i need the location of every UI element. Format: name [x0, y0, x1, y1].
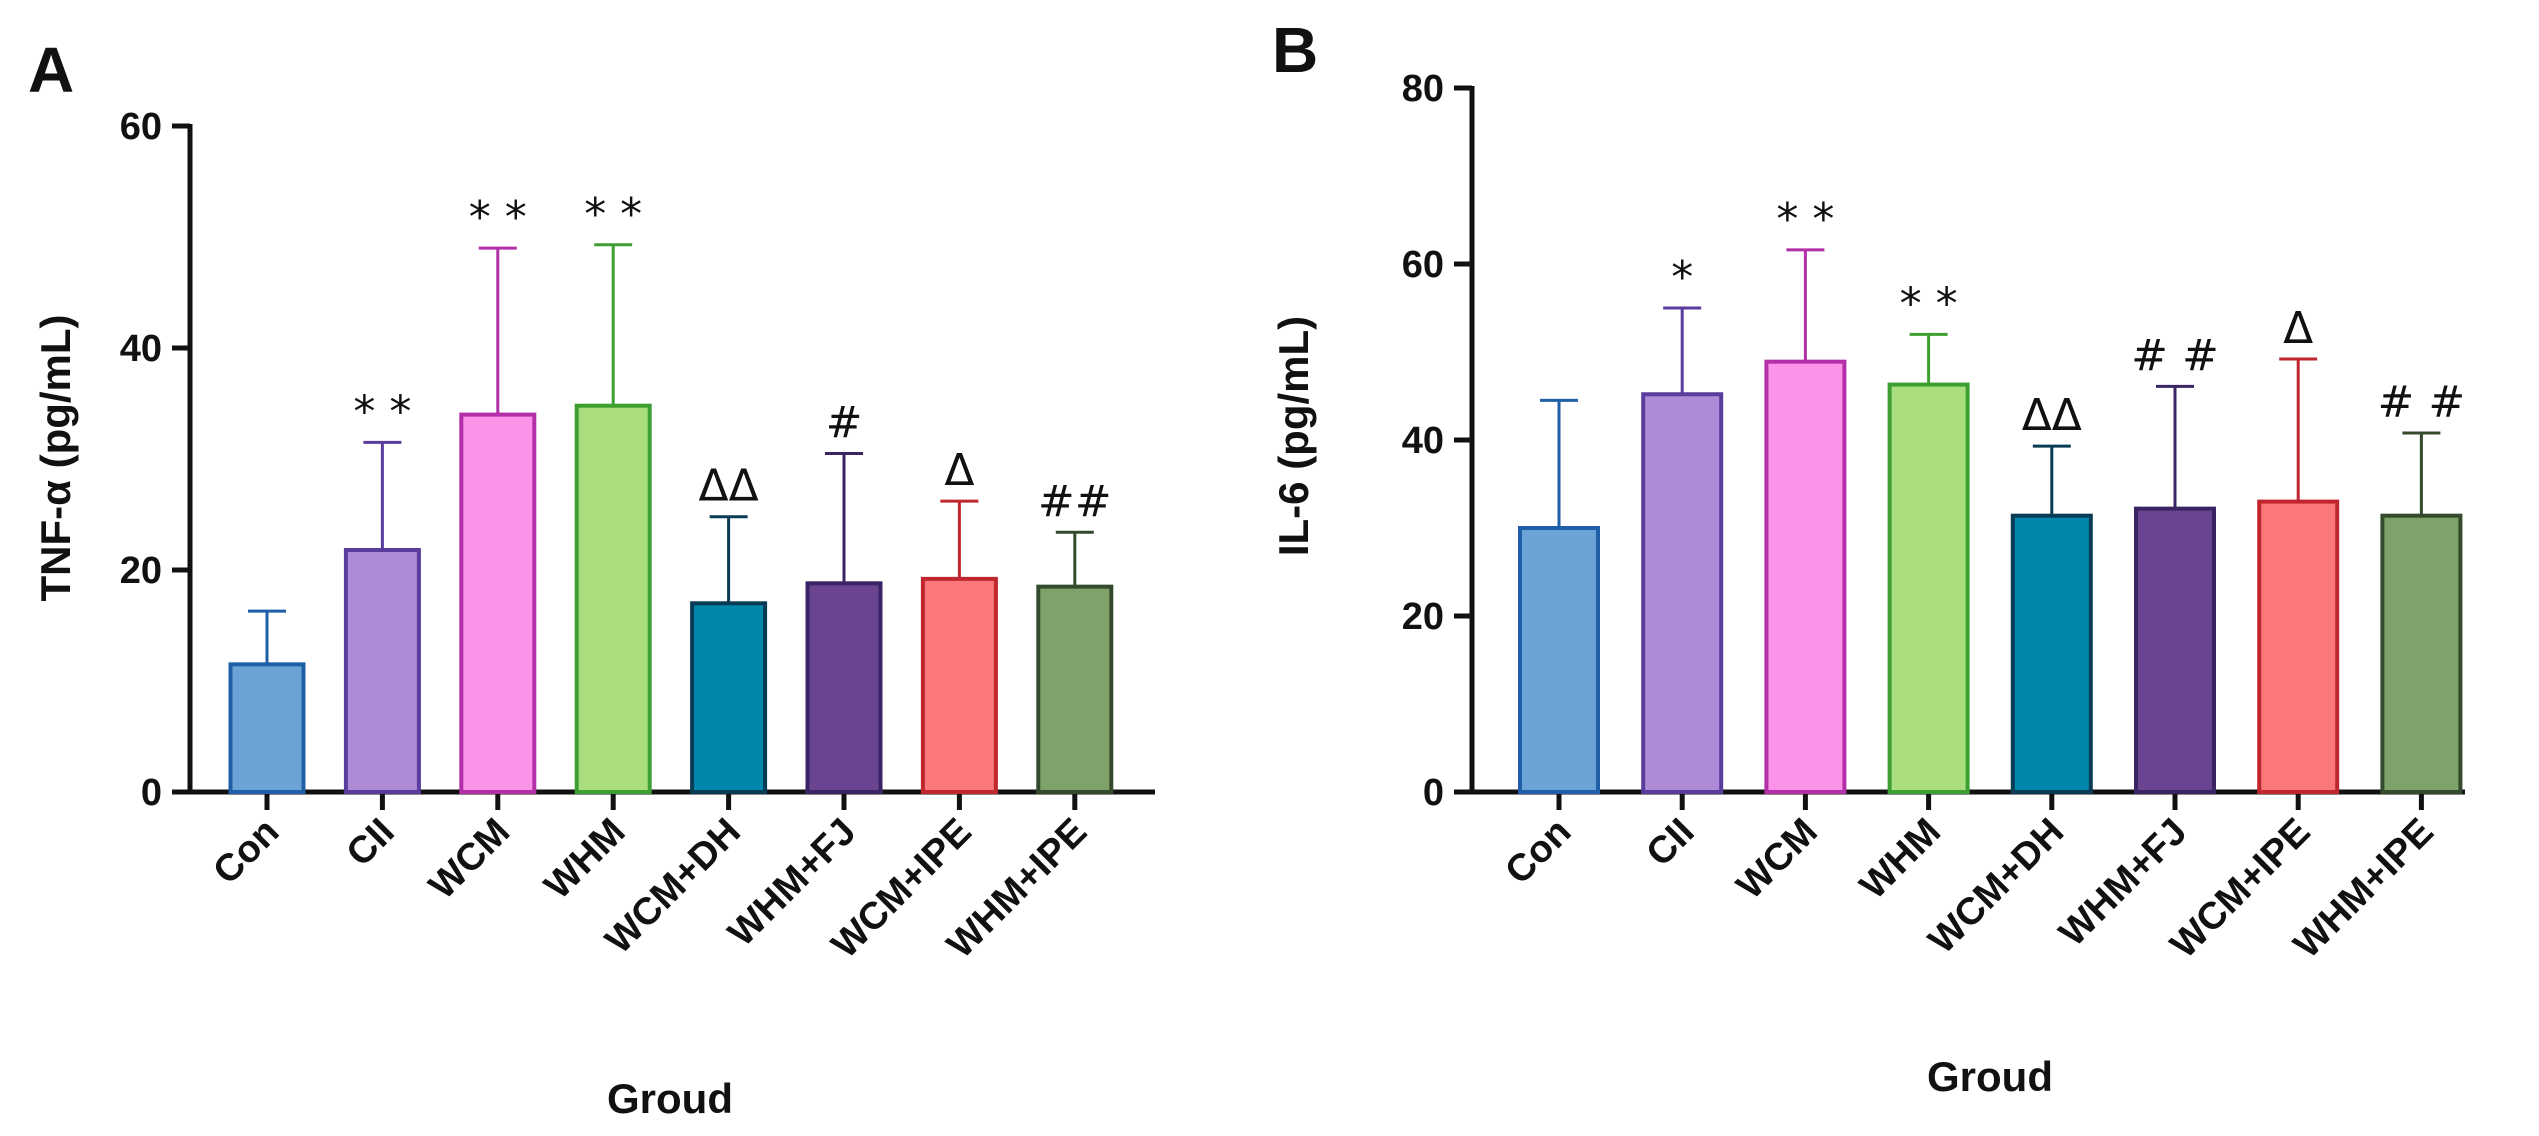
- panel-a-y-tick-label: 60: [120, 106, 162, 148]
- panel-a-bar-wcm-dh: [690, 601, 768, 794]
- panel-a-significance-label: * *: [353, 386, 411, 437]
- panel-b-y-axis-title: IL-6 (pg/mL): [1270, 316, 1317, 556]
- panel-a-bars: [228, 243, 1114, 795]
- panel-a-significance-label: ΔΔ: [698, 461, 758, 512]
- panel-b-y-tick-label: 0: [1423, 772, 1444, 814]
- panel-b-significance-label: Δ: [2283, 303, 2313, 354]
- panel-b-significance-label: # #: [2378, 377, 2466, 428]
- panel-b-y-tick-label: 40: [1402, 420, 1444, 462]
- panel-a-category-label: WCM: [421, 811, 518, 908]
- panel-b-bars: [1518, 248, 2463, 794]
- panel-a-significance-label: #: [826, 397, 863, 448]
- panel-b-y-tick-label: 60: [1402, 244, 1444, 286]
- panel-b-category-label: WCM: [1729, 811, 1826, 908]
- panel-b-bar-wcm-dh: [2010, 513, 2093, 794]
- panel-b-bar-cii: [1641, 392, 1724, 794]
- panel-a-y-tick-label: 0: [141, 772, 162, 814]
- panel-b-bar-whm-fj: [2134, 506, 2216, 794]
- panel-a-category-label: Con: [205, 811, 287, 893]
- panel-a-y-tick-label: 40: [120, 328, 162, 370]
- panel-a-y-axis-title: TNF-α (pg/mL): [32, 314, 79, 601]
- panel-a-bar-whm-ipe: [1036, 584, 1114, 795]
- panel-a-letter: A: [28, 34, 74, 106]
- panel-b-y-tick-label: 80: [1402, 68, 1444, 110]
- panel-a-bar-con: [228, 662, 306, 794]
- panel-a-x-axis-title: Groud: [607, 1075, 733, 1122]
- panel-b-letter: B: [1272, 14, 1318, 86]
- panel-b-bar-wcm: [1764, 359, 1847, 794]
- panel-b: B 0 20 40 60 80 Con * CII * * WCM * * WHM ΔΔ WCM+DH #…: [1270, 14, 2465, 1100]
- panel-a-category-label: CII: [339, 811, 403, 875]
- panel-a-significance-label: ##: [1038, 476, 1112, 527]
- panel-b-x-axis-title: Groud: [1927, 1053, 2053, 1100]
- panel-a-bar-whm-fj: [805, 581, 883, 794]
- panel-a-y-tick-label: 20: [120, 550, 162, 592]
- panel-b-significance-label: * *: [1776, 194, 1834, 245]
- panel-a-bar-wcm-ipe: [920, 576, 998, 794]
- panel-b-significance-label: # #: [2131, 330, 2219, 381]
- panel-a-significance-label: Δ: [944, 445, 974, 496]
- panel-b-bar-whm: [1887, 382, 1970, 794]
- panel-b-category-label: WHM: [1852, 811, 1949, 908]
- panel-a-bar-cii: [343, 548, 421, 795]
- panel-a-significance-label: * *: [469, 192, 527, 243]
- panel-a-significance-label: * *: [584, 189, 642, 240]
- panel-b-category-label: Con: [1497, 811, 1579, 893]
- panel-b-significance-label: * *: [1900, 278, 1958, 329]
- panel-a-bar-whm: [574, 403, 652, 794]
- panel-b-bar-con: [1518, 526, 1600, 794]
- panel-b-category-label: CII: [1639, 811, 1703, 875]
- panel-b-category-label: WCM+DH: [1921, 811, 2072, 962]
- panel-b-bar-whm-ipe: [2380, 513, 2463, 794]
- panel-b-bar-wcm-ipe: [2257, 499, 2340, 794]
- panel-a-category-label: WHM: [537, 811, 634, 908]
- panel-b-significance-label: *: [1671, 252, 1693, 303]
- panel-a-bar-wcm: [459, 412, 537, 794]
- panel-b-y-tick-label: 20: [1402, 596, 1444, 638]
- panel-b-significance-label: ΔΔ: [2022, 390, 2082, 441]
